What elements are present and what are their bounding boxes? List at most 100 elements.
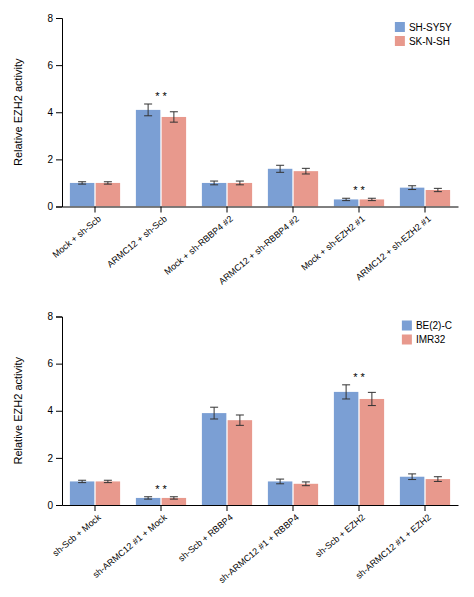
x-tick-label: ARMC12 + sh-Scb [105,214,169,270]
legend-item: BE(2)-C [402,320,452,331]
error-bar [104,480,112,482]
annotation: * * [155,483,167,495]
x-tick-label: ARMC12 + sh-EZH2 #1 [354,214,433,283]
series [70,385,424,505]
bar [202,413,226,505]
error-bars [104,112,442,201]
error-bar [78,182,86,184]
x-axis: sh-Scb + Mocksh-ARMC12 #1 + Mocksh-Scb +… [51,505,459,585]
bar [426,479,450,505]
legend-item: IMR32 [402,334,446,345]
x-tick: sh-Scb + RBBP4 [176,505,234,563]
x-tick-label: sh-ARMC12 #1 + EZH2 [354,512,433,581]
legend-swatch [402,321,412,331]
series [96,392,450,505]
y-tick-mark [56,207,62,208]
y-axis: 0 2 4 6 8 [47,311,62,511]
x-axis: Mock + sh-ScbARMC12 + sh-ScbMock + sh-RB… [51,207,459,287]
y-tick-mark [56,505,62,506]
bar [294,171,318,206]
error-bar [210,181,218,185]
y-tick-label: 4 [47,107,53,118]
legend-swatch [395,36,405,46]
y-axis: 02468 [47,13,62,213]
bar [96,481,120,505]
error-bar [170,112,178,122]
x-tick: ARMC12 + sh-Scb [105,207,169,270]
x-tick-mark [161,207,162,213]
x-tick-mark [95,207,96,213]
plot-area [70,385,450,505]
x-tick-label: sh-Scb + EZH2 [313,512,366,559]
bar [228,183,252,207]
bar [268,169,292,207]
y-tick-label: 6 [47,358,53,369]
error-bar [368,392,376,405]
legend: SH-SY5Y SK-N-SH [395,22,452,47]
axis-domain [56,19,63,208]
y-tick-mark [56,159,62,160]
error-bar [276,479,284,484]
x-tick-label: sh-Scb + Mock [51,512,104,558]
x-tick-label: Mock + sh-Scb [51,214,103,260]
x-tick: sh-ARMC12 #1 + RBBP4 [217,505,301,585]
y-tick: 2 [47,154,62,165]
bar [400,188,424,207]
y-axis-title: Relative EZH2 activity [12,356,24,464]
y-tick-mark [56,18,62,19]
bar [400,477,424,505]
error-bar [170,497,178,499]
x-tick-mark [359,505,360,511]
legend-label: SH-SY5Y [409,22,452,33]
error-bar [342,198,350,200]
bar [162,117,186,207]
error-bar [236,181,244,185]
x-tick: Mock + sh-EZH2 #1 [299,207,367,273]
error-bar [104,182,112,184]
plot-area [70,104,450,206]
x-tick: sh-ARMC12 #1 + EZH2 [354,505,433,581]
error-bar [408,186,416,190]
legend-label: SK-N-SH [409,36,450,47]
x-tick-mark [161,505,162,511]
error-bar [144,497,152,499]
bar-chart: 02468Mock + sh-ScbARMC12 + sh-ScbMock + … [12,13,459,287]
bar-chart: 02468sh-Scb + Mocksh-ARMC12 #1 + Mocksh-… [12,311,459,585]
bar [228,420,252,505]
error-bar [144,104,152,116]
error-bar [210,407,218,419]
bar [268,481,292,505]
x-tick-mark [425,207,426,213]
bar [136,110,160,207]
y-tick-mark [56,317,62,318]
x-tick-label: sh-ARMC12 #1 + Mock [91,512,169,580]
x-tick-label: Mock + sh-RBBP4 #2 [162,214,235,277]
bar [426,190,450,206]
axis-domain [63,505,459,506]
x-tick-label: sh-Scb + RBBP4 [176,512,234,563]
error-bars [104,392,442,499]
y-tick: 8 [47,311,62,322]
y-tick: 6 [47,358,62,369]
x-tick-label: Mock + sh-EZH2 #1 [299,214,367,273]
y-tick: 4 [47,405,62,416]
x-tick: sh-ARMC12 #1 + Mock [91,505,169,580]
bar [360,399,384,505]
y-tick-mark [56,458,62,459]
x-tick-mark [95,505,96,511]
error-bar [408,474,416,480]
annotation: * * [155,90,167,102]
y-tick: 4 [47,107,62,118]
y-tick-label: 6 [47,60,53,71]
error-bar [368,198,376,200]
annotation: * * [353,184,365,196]
bar [334,392,358,505]
y-tick: 0 [47,500,62,511]
legend-swatch [402,335,412,345]
y-tick: 0 [47,201,62,212]
y-axis-title: Relative EZH2 activity [12,58,24,166]
x-tick-mark [293,207,294,213]
legend-label: BE(2)-C [416,320,452,331]
y-tick: 2 [47,453,62,464]
x-tick-mark [227,207,228,213]
